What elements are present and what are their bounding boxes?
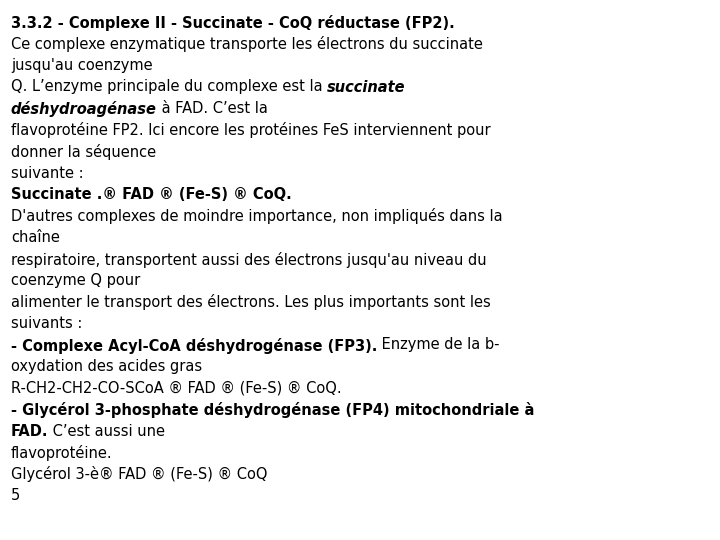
- Text: oxydation des acides gras: oxydation des acides gras: [11, 359, 202, 374]
- Text: à FAD. C’est la: à FAD. C’est la: [157, 101, 268, 116]
- Text: suivants :: suivants :: [11, 316, 82, 331]
- Text: succinate: succinate: [327, 79, 405, 94]
- Text: Succinate .® FAD ® (Fe-S) ® CoQ.: Succinate .® FAD ® (Fe-S) ® CoQ.: [11, 187, 292, 202]
- Text: donner la séquence: donner la séquence: [11, 144, 156, 160]
- Text: Ce complexe enzymatique transporte les électrons du succinate: Ce complexe enzymatique transporte les é…: [11, 37, 482, 52]
- Text: jusqu'au coenzyme: jusqu'au coenzyme: [11, 58, 153, 73]
- Text: - Glycérol 3-phosphate déshydrogénase (FP4) mitochondriale à: - Glycérol 3-phosphate déshydrogénase (F…: [11, 402, 534, 418]
- Text: 5: 5: [11, 488, 20, 503]
- Text: Q. L’enzyme principale du complexe est la: Q. L’enzyme principale du complexe est l…: [11, 79, 327, 94]
- Text: déshydroagénase: déshydroagénase: [11, 101, 157, 117]
- Text: alimenter le transport des électrons. Les plus importants sont les: alimenter le transport des électrons. Le…: [11, 294, 490, 310]
- Text: Glycérol 3-è® FAD ® (Fe-S) ® CoQ: Glycérol 3-è® FAD ® (Fe-S) ® CoQ: [11, 467, 267, 483]
- Text: flavoprotéine FP2. Ici encore les protéines FeS interviennent pour: flavoprotéine FP2. Ici encore les protéi…: [11, 123, 490, 138]
- Text: respiratoire, transportent aussi des électrons jusqu'au niveau du: respiratoire, transportent aussi des éle…: [11, 252, 487, 267]
- Text: chaîne: chaîne: [11, 230, 60, 245]
- Text: D'autres complexes de moindre importance, non impliqués dans la: D'autres complexes de moindre importance…: [11, 208, 503, 225]
- Text: coenzyme Q pour: coenzyme Q pour: [11, 273, 140, 288]
- Text: Enzyme de la b-: Enzyme de la b-: [377, 338, 500, 353]
- Text: suivante :: suivante :: [11, 165, 84, 180]
- Text: 3.3.2 - Complexe II - Succinate - CoQ réductase (FP2).: 3.3.2 - Complexe II - Succinate - CoQ ré…: [11, 15, 454, 31]
- Text: - Complexe Acyl-CoA déshydrogénase (FP3).: - Complexe Acyl-CoA déshydrogénase (FP3)…: [11, 338, 377, 354]
- Text: FAD.: FAD.: [11, 423, 48, 438]
- Text: C’est aussi une: C’est aussi une: [48, 423, 166, 438]
- Text: flavoprotéine.: flavoprotéine.: [11, 445, 112, 461]
- Text: R-CH2-CH2-CO-SCoA ® FAD ® (Fe-S) ® CoQ.: R-CH2-CH2-CO-SCoA ® FAD ® (Fe-S) ® CoQ.: [11, 381, 341, 395]
